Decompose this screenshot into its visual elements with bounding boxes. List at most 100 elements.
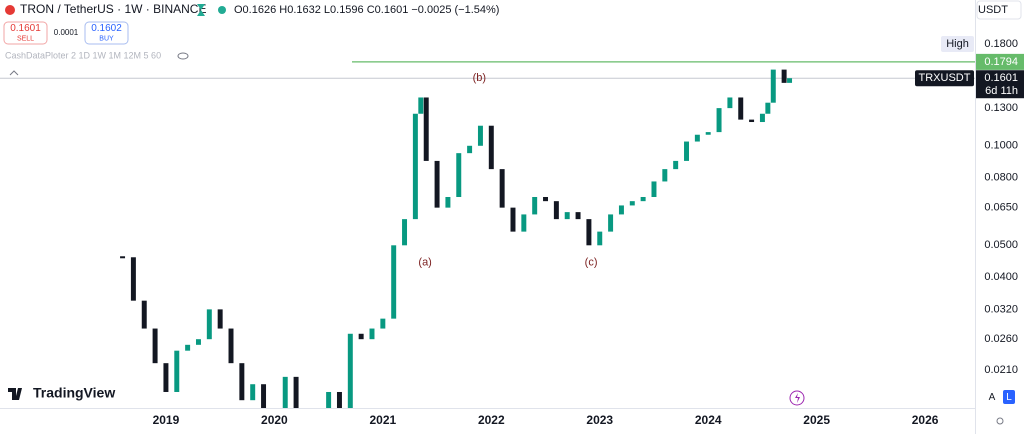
sell-price[interactable]: 0.1601 — [10, 23, 41, 34]
axis-button-bg — [1003, 390, 1015, 404]
high-marker-bg — [941, 36, 974, 52]
symbol-badge-label: TRXUSDT — [919, 72, 971, 84]
symbol-icon — [5, 5, 15, 15]
candle — [510, 207, 516, 232]
indicator-legend[interactable]: CashDataPloter 2 1D 1W 1M 12M 5 60 — [5, 50, 161, 60]
candle — [456, 153, 462, 197]
candle — [575, 212, 581, 220]
symbol-badge — [915, 70, 974, 87]
wave-label: (b) — [473, 72, 486, 84]
axis-button[interactable]: L — [1006, 392, 1012, 403]
candle — [250, 384, 256, 401]
candle — [543, 196, 549, 202]
candle — [304, 428, 309, 434]
lightning-icon[interactable] — [795, 393, 800, 403]
buy-button[interactable] — [84, 21, 129, 45]
currency-button[interactable] — [976, 0, 1022, 20]
candle — [141, 300, 147, 329]
lightning-button[interactable] — [789, 390, 805, 406]
high-line-badge — [976, 53, 1024, 70]
y-tick-label: 0.0500 — [984, 239, 1018, 251]
y-tick-label: 0.0800 — [984, 172, 1018, 184]
x-tick-label: 2024 — [695, 413, 722, 427]
candle — [195, 339, 201, 345]
candle — [326, 391, 332, 408]
y-tick-label: 0.0210 — [984, 364, 1018, 376]
candle — [477, 125, 483, 146]
candle — [239, 363, 245, 401]
visibility-icon[interactable] — [177, 52, 189, 60]
candle — [467, 145, 473, 154]
candle — [694, 134, 700, 142]
candle — [673, 160, 679, 170]
candle — [781, 69, 787, 83]
candle — [418, 97, 424, 114]
candle — [391, 245, 397, 319]
candle — [293, 376, 299, 408]
buy-price[interactable]: 0.1602 — [91, 23, 122, 34]
y-tick-label: 0.0400 — [984, 271, 1018, 283]
last-price-label: 0.1601 — [984, 72, 1018, 84]
candle — [716, 108, 722, 133]
brand[interactable]: TradingView — [33, 385, 115, 401]
candle — [488, 125, 494, 170]
candle — [206, 309, 212, 340]
spread: 0.0001 — [54, 28, 79, 37]
x-tick-label: 2025 — [803, 413, 830, 427]
axis-button[interactable]: A — [989, 392, 996, 403]
candle — [553, 201, 559, 220]
replay-icon[interactable] — [197, 4, 205, 16]
x-tick-label: 2020 — [261, 413, 288, 427]
x-tick-label: 2023 — [586, 413, 613, 427]
candle — [336, 391, 342, 408]
candle — [380, 318, 386, 329]
candle — [749, 119, 755, 123]
candle — [618, 205, 624, 215]
candle — [564, 212, 570, 220]
candle — [217, 309, 223, 329]
candle — [759, 113, 765, 123]
ohlc-values: O0.1626 H0.1632 L0.1596 C0.1601 −0.0025 … — [234, 4, 499, 16]
candle — [228, 328, 234, 364]
candle — [629, 201, 635, 206]
candle — [499, 169, 505, 208]
candle — [130, 257, 136, 301]
settings-icon[interactable] — [996, 417, 1004, 425]
candle — [738, 97, 744, 120]
candle — [651, 181, 657, 197]
sell-button[interactable] — [3, 21, 48, 45]
candle — [532, 196, 538, 215]
buy-label[interactable]: BUY — [99, 35, 114, 42]
candle — [684, 141, 689, 161]
candle — [597, 231, 603, 246]
symbol-title[interactable]: TRON / TetherUS · 1W · BINANCE — [20, 2, 206, 16]
candle — [787, 78, 793, 83]
candle — [347, 333, 353, 408]
candle — [402, 219, 408, 246]
currency[interactable]: USDT — [978, 4, 1008, 16]
high-line-label: 0.1794 — [984, 56, 1018, 68]
candle — [445, 196, 451, 208]
candle — [369, 328, 375, 340]
x-tick-label: 2021 — [369, 413, 396, 427]
candle — [586, 219, 592, 246]
x-tick-label: 2019 — [153, 413, 180, 427]
high-marker-name: High — [946, 38, 969, 50]
brand-logo[interactable] — [8, 388, 22, 400]
candle — [163, 363, 169, 392]
candle — [185, 344, 191, 351]
countdown: 6d 11h — [985, 85, 1018, 97]
collapse-icon[interactable] — [9, 70, 19, 76]
candle — [705, 132, 711, 135]
candle — [358, 333, 364, 340]
high-marker-label: 0.1800 — [984, 38, 1018, 50]
y-tick-label: 0.1000 — [984, 140, 1018, 152]
y-tick-label: 0.0650 — [984, 202, 1018, 214]
y-tick-label: 0.0320 — [984, 303, 1018, 315]
candle — [174, 350, 180, 392]
sell-label[interactable]: SELL — [17, 35, 34, 42]
plot-area — [0, 61, 975, 434]
wave-label: (c) — [585, 257, 598, 269]
x-tick-label: 2026 — [912, 413, 939, 427]
candle — [152, 328, 158, 364]
